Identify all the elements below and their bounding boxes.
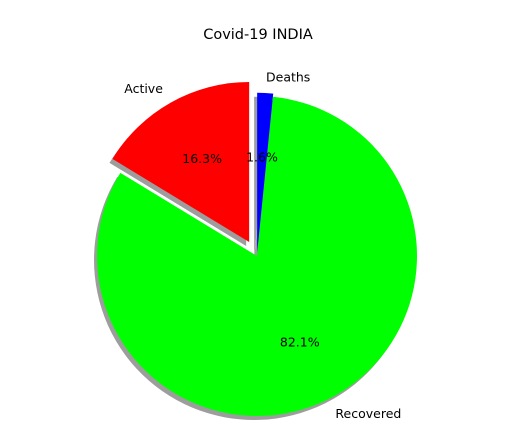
slice-label-recovered: Recovered: [335, 406, 401, 421]
pie-slice-recovered: [97, 96, 418, 417]
slice-percent-recovered: 82.1%: [280, 334, 320, 349]
label-layer: Active 16.3% Recovered 82.1% Deaths 1.6%: [124, 70, 401, 422]
chart-title: Covid-19 INDIA: [203, 27, 313, 43]
slice-label-active: Active: [124, 81, 163, 96]
pie-slice-active: [112, 82, 250, 243]
slice-percent-deaths: 1.6%: [246, 149, 278, 164]
pie-slice-deaths: [257, 92, 274, 253]
slice-layer: [97, 82, 418, 417]
slice-percent-active: 16.3%: [182, 151, 222, 166]
slice-label-deaths: Deaths: [266, 70, 310, 85]
